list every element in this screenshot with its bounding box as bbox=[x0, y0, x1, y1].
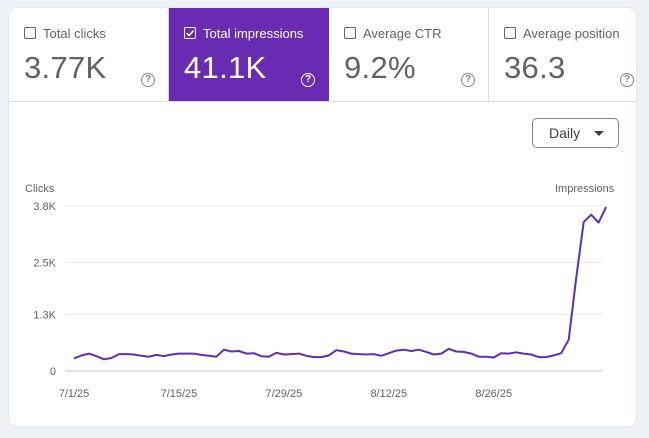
metric-value: 3.77K bbox=[24, 50, 107, 85]
metric-label: Total clicks bbox=[43, 25, 106, 41]
x-tick-label: 7/15/25 bbox=[161, 388, 198, 400]
checkbox-icon[interactable] bbox=[504, 27, 516, 39]
metric-total-clicks[interactable]: Total clicks 3.77K ? bbox=[9, 8, 169, 101]
metric-total-impressions[interactable]: Total impressions 41.1K ? bbox=[169, 8, 329, 101]
granularity-selected: Daily bbox=[549, 125, 581, 141]
metric-average-position[interactable]: Average position 36.3 ? bbox=[489, 8, 636, 101]
checkbox-checked-icon[interactable] bbox=[184, 27, 196, 39]
y-left-axis-title: Clicks bbox=[25, 183, 55, 195]
x-tick-label: 7/29/25 bbox=[266, 388, 303, 400]
help-icon[interactable]: ? bbox=[301, 73, 315, 87]
y-tick-label: 1.3K bbox=[33, 310, 56, 322]
metric-label: Average CTR bbox=[363, 25, 442, 41]
checkbox-icon[interactable] bbox=[344, 27, 356, 39]
dropdown-caret-icon bbox=[594, 131, 604, 136]
y-tick-label: 0 bbox=[50, 366, 56, 378]
y-tick-label: 3.8K bbox=[33, 201, 56, 213]
metric-value: 36.3 bbox=[504, 50, 566, 85]
performance-card: Total clicks 3.77K ? Total impressions 4… bbox=[9, 8, 636, 426]
x-tick-label: 8/26/25 bbox=[475, 388, 512, 400]
x-tick-label: 8/12/25 bbox=[370, 388, 407, 400]
help-icon[interactable]: ? bbox=[461, 73, 475, 87]
metric-header: Total impressions bbox=[184, 25, 303, 41]
metric-header: Average position bbox=[504, 25, 620, 41]
metric-header: Average CTR bbox=[344, 25, 442, 41]
metric-label: Total impressions bbox=[203, 25, 304, 41]
metric-average-ctr[interactable]: Average CTR 9.2% ? bbox=[329, 8, 489, 101]
granularity-dropdown[interactable]: Daily bbox=[532, 118, 619, 148]
checkbox-icon[interactable] bbox=[24, 27, 36, 39]
x-tick-label: 7/1/25 bbox=[59, 388, 90, 400]
help-icon[interactable]: ? bbox=[620, 73, 634, 87]
metric-value: 41.1K bbox=[184, 50, 267, 85]
impressions-line-chart: 3.8K 2.5K 1.3K 07/1/25 7/15/25 7/29/25 8/12/25… bbox=[33, 201, 608, 400]
metric-header: Total clicks bbox=[24, 25, 106, 41]
metric-label: Average position bbox=[523, 25, 620, 41]
impressions-series-line[interactable] bbox=[73, 206, 608, 361]
metric-value: 9.2% bbox=[344, 50, 416, 85]
y-right-axis-title: Impressions bbox=[555, 183, 615, 195]
metrics-row: Total clicks 3.77K ? Total impressions 4… bbox=[9, 8, 636, 102]
y-tick-label: 2.5K bbox=[33, 257, 56, 269]
help-icon[interactable]: ? bbox=[141, 73, 155, 87]
